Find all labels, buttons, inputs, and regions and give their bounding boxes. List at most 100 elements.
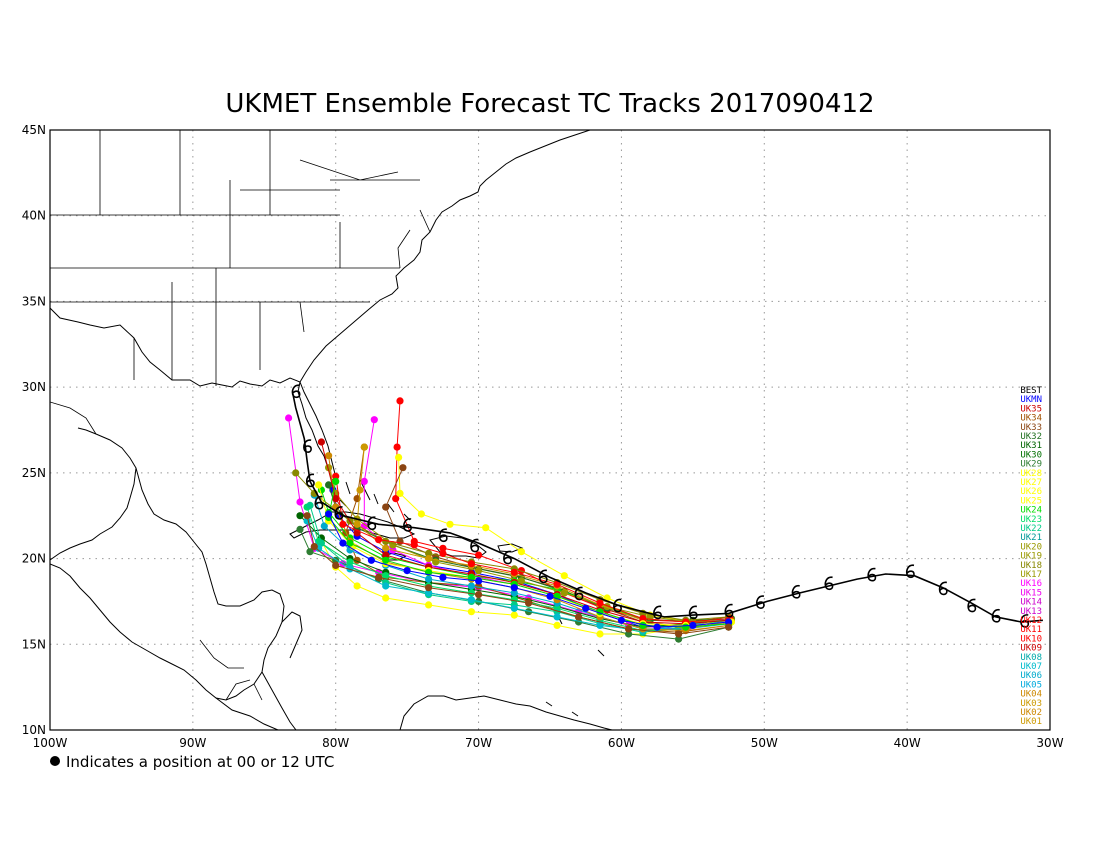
legend-entry: UK17 [1020, 570, 1042, 580]
ensemble-position-dot [320, 522, 328, 530]
ensemble-position-dot [425, 555, 433, 563]
ensemble-position-dot [375, 573, 383, 582]
ensemble-position-dot [517, 577, 526, 585]
lon-tick-label: 90W [179, 736, 206, 750]
hurricane-symbol-icon [991, 608, 1001, 623]
central-america-borders [199, 639, 263, 701]
ensemble-position-dot [403, 567, 411, 575]
ensemble-position-dot [467, 596, 475, 604]
ensemble-position-dot [310, 543, 318, 551]
us-gulf-east-coastline [50, 130, 591, 481]
legend-entry: UK26 [1020, 487, 1042, 497]
ensemble-position-dot [292, 469, 300, 477]
hurricane-symbol-icon [867, 567, 877, 582]
ensemble-position-dot [296, 512, 304, 520]
cuba-coastline [289, 511, 416, 539]
ensemble-position-dot [382, 572, 390, 580]
mexico-us-border [50, 401, 97, 435]
lon-tick-label: 40W [894, 736, 921, 750]
ensemble-position-dot [475, 551, 483, 559]
ensemble-position-dot [306, 548, 314, 556]
ensemble-position-dot [467, 608, 475, 616]
lon-tick-label: 30W [1036, 736, 1063, 750]
legend-entry: UK28 [1020, 469, 1042, 479]
ensemble-position-dot [675, 630, 683, 638]
ensemble-position-dot [425, 584, 433, 592]
ensemble-position-dot [356, 486, 364, 494]
ensemble-position-dot [382, 537, 390, 546]
lon-tick-label: 60W [608, 736, 635, 750]
ensemble-position-dot [346, 558, 354, 566]
ensemble-track-line [306, 520, 729, 632]
ensemble-position-dot [596, 621, 604, 630]
ensemble-position-dot [296, 525, 304, 534]
legend-entry: UK10 [1020, 634, 1042, 644]
ensemble-position-dot [446, 520, 454, 528]
ensemble-position-dot [382, 503, 390, 511]
ensemble-position-dot [575, 613, 583, 621]
ensemble-position-dot [525, 599, 533, 607]
ensemble-position-dot [360, 477, 368, 485]
ensemble-position-dot [332, 561, 340, 570]
map-frame [49, 129, 1051, 731]
legend-entry: UK15 [1020, 588, 1042, 598]
latitude-labels: 10N 15N 20N 25N 30N 35N 40N 45N [22, 123, 46, 737]
ensemble-position-dot [689, 621, 697, 630]
hurricane-symbol-icon [905, 564, 915, 579]
legend-entry: UK02 [1020, 708, 1042, 718]
ensemble-track-line [299, 515, 729, 628]
legend-entry: UK12 [1020, 616, 1042, 626]
ensemble-position-dot [375, 536, 383, 544]
hurricane-symbol-icon [303, 439, 312, 453]
hurricane-symbol-icon [1020, 614, 1030, 628]
ensemble-position-dot [382, 582, 390, 590]
central-america-coastline [215, 611, 303, 730]
ensemble-position-dot [410, 541, 418, 549]
ensemble-position-dot [353, 520, 361, 528]
ensemble-position-dot [467, 560, 475, 568]
ensemble-position-dot [382, 544, 390, 552]
ensemble-position-dot [285, 414, 293, 422]
lat-tick-label: 20N [22, 552, 46, 566]
lat-tick-label: 30N [22, 380, 46, 394]
legend-entry: BEST [1020, 386, 1042, 396]
ensemble-position-dot [596, 630, 604, 638]
lat-tick-label: 45N [22, 123, 46, 137]
ensemble-position-dot [553, 613, 561, 621]
ensemble-position-dot [625, 630, 633, 638]
legend-entry: UK31 [1020, 441, 1042, 451]
legend-entry: UK20 [1020, 542, 1042, 552]
hurricane-symbol-icon [334, 506, 344, 520]
ensemble-position-dot [332, 477, 340, 485]
ensemble-position-dot [546, 592, 554, 600]
ensemble-position-dot [325, 481, 333, 489]
legend-entry: UK25 [1020, 496, 1042, 506]
state-borders [50, 130, 431, 386]
legend-entry: UK30 [1020, 450, 1042, 460]
ensemble-position-dot [353, 582, 361, 590]
ensemble-position-dot [395, 453, 403, 461]
ensemble-position-dot [315, 481, 323, 489]
lon-tick-label: 100W [33, 736, 68, 750]
hurricane-symbol-icon [438, 528, 448, 543]
coastlines [50, 130, 613, 730]
ensemble-position-dot [617, 616, 626, 624]
best-track [291, 384, 1043, 628]
ensemble-position-dot [475, 577, 483, 585]
ensemble-position-dot [306, 501, 314, 509]
hurricane-symbol-icon [688, 605, 698, 620]
ensemble-position-dot [393, 443, 401, 451]
ensemble-position-dot [425, 575, 433, 583]
legend-entry: UK18 [1020, 561, 1042, 571]
legend-entry: UK19 [1020, 552, 1042, 562]
ensemble-position-dot [510, 604, 518, 612]
ensemble-tracks [285, 397, 736, 643]
legend-entry: UK01 [1020, 717, 1042, 727]
lon-tick-label: 50W [751, 736, 778, 750]
lat-tick-label: 10N [22, 723, 46, 737]
ensemble-position-dot [439, 573, 447, 582]
mexico-coastline [50, 427, 285, 701]
ensemble-position-dot [332, 472, 340, 480]
ensemble-position-dot [725, 623, 733, 631]
